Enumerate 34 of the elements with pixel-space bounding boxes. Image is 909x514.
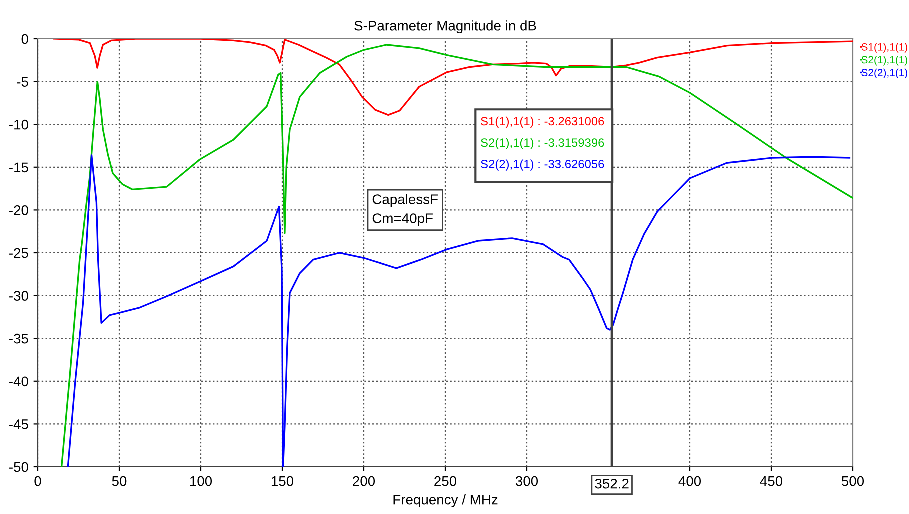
ref-line-label: 352.2: [595, 478, 629, 489]
x-tick-label: 150: [272, 476, 294, 486]
x-tick-label: 250: [434, 476, 457, 486]
chart-title: S-Parameter Magnitude in dB: [354, 20, 536, 34]
y-tick-label: -15: [10, 162, 28, 173]
y-tick-label: -10: [10, 120, 28, 130]
y-tick-label: -25: [10, 248, 28, 258]
line-series: [53, 39, 853, 116]
x-tick-label: 400: [678, 476, 702, 486]
legend-label: S2(2),1(1): [862, 68, 908, 79]
x-axis-title: Frequency / MHz: [394, 494, 498, 508]
y-tick-label: -40: [10, 376, 28, 387]
x-tick-label: 50: [112, 476, 127, 486]
annotation: CapalessF Cm=40pF: [372, 194, 438, 226]
x-tick-label: 100: [190, 476, 212, 486]
y-tick-label: -50: [10, 462, 28, 472]
x-tick-label: 450: [760, 476, 783, 486]
x-tick-label: 500: [842, 476, 864, 486]
annotation: S1(1),1(1) : -3.2631006: [481, 116, 604, 128]
x-tick-label: 200: [353, 476, 376, 486]
y-tick-label: -20: [10, 206, 28, 216]
x-tick-label: 300: [516, 476, 538, 486]
y-tick-label: -30: [10, 291, 28, 301]
y-tick-label: 0: [22, 34, 28, 44]
line-series: [67, 154, 851, 467]
annotation: S2(1),1(1) : -3.3159396: [481, 138, 604, 150]
legend-label: S1(1),1(1): [862, 43, 908, 53]
y-tick-label: -35: [10, 334, 28, 344]
legend-label: S2(1),1(1): [862, 56, 908, 66]
x-tick-label: 0: [34, 476, 42, 486]
annotation: S2(2),1(1) : -33.626056: [481, 160, 604, 171]
y-tick-label: -45: [10, 420, 28, 430]
y-tick-label: -5: [17, 77, 28, 87]
line-series: [60, 44, 853, 467]
